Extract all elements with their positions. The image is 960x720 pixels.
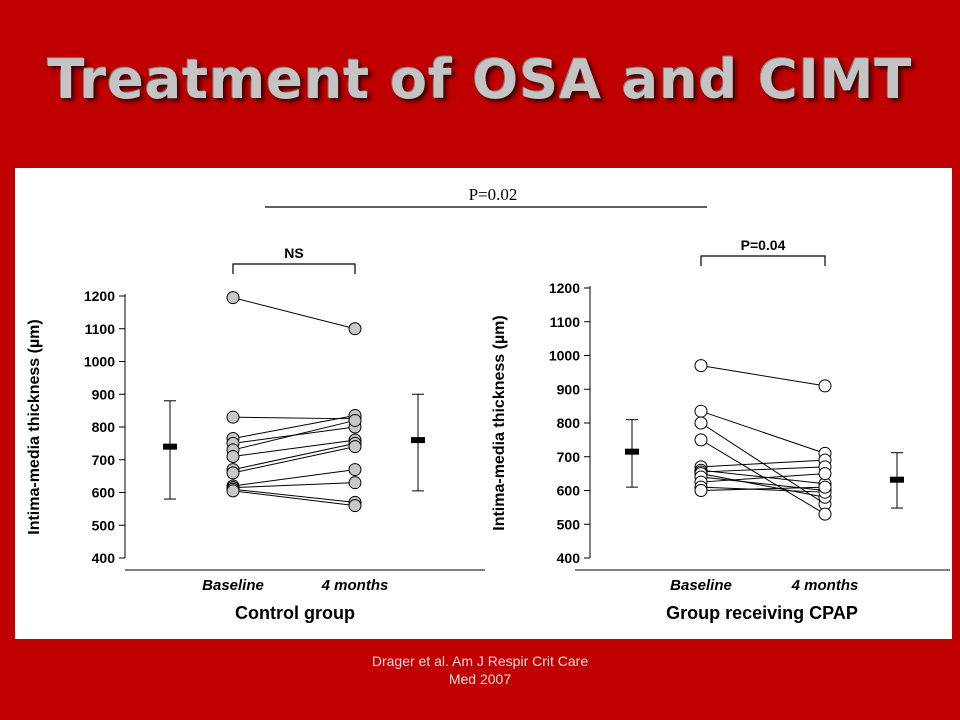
baseline-point	[226, 484, 240, 498]
y-tick-label: 1100	[550, 314, 581, 330]
y-tick-label: 700	[557, 449, 581, 465]
y-tick-label: 800	[92, 419, 116, 435]
subject-pair-line	[700, 476, 826, 491]
followup-point	[818, 480, 832, 494]
slide-title: Treatment of OSA and CIMT	[47, 48, 913, 111]
y-tick-label: 1000	[549, 348, 580, 364]
y-tick-label: 600	[92, 485, 116, 501]
subject-pair-line	[232, 446, 356, 474]
subject-pair-line	[232, 416, 356, 420]
significance-bracket	[700, 255, 826, 266]
baseline-point	[226, 466, 240, 480]
y-tick-label: 800	[557, 415, 581, 431]
comparison-label: P=0.02	[469, 185, 518, 204]
followup-point	[818, 379, 832, 393]
y-tick-label: 1000	[84, 354, 115, 370]
followup-point	[348, 440, 362, 454]
y-tick-label: 1200	[549, 280, 580, 296]
subject-pair-line	[700, 410, 826, 454]
y-tick-label: 500	[557, 516, 581, 532]
y-tick-label: 700	[92, 452, 116, 468]
category-label-followup: 4 months	[321, 577, 389, 594]
y-tick-label: 500	[92, 517, 116, 533]
followup-point	[818, 467, 832, 481]
y-tick-label: 400	[557, 550, 581, 566]
y-tick-label: 900	[557, 381, 581, 397]
subject-pair-line	[700, 466, 826, 473]
baseline-point	[694, 433, 708, 447]
control-group-panel: 400 500 600 700 800 900 1000 1100 1200 Intima-med…	[26, 245, 485, 623]
baseline-point	[694, 359, 708, 373]
subject-pair-line	[700, 459, 826, 468]
subject-pair-line	[232, 490, 356, 507]
subject-pair-line	[232, 439, 356, 457]
category-label-baseline: Baseline	[670, 577, 732, 594]
followup-summary-bar	[411, 393, 425, 492]
subject-pair-line	[700, 486, 826, 491]
subject-pair-line	[232, 469, 356, 487]
subject-pair-line	[700, 473, 826, 498]
y-tick-label: 1200	[84, 288, 115, 304]
y-axis-label: Intima-media thickness (µm)	[491, 315, 508, 531]
followup-point	[818, 507, 832, 521]
baseline-summary-bar	[625, 419, 639, 488]
y-tick-label: 400	[92, 550, 116, 566]
significance-bracket	[232, 263, 356, 274]
baseline-point	[694, 404, 708, 418]
followup-point	[348, 463, 362, 477]
followup-point	[348, 499, 362, 513]
panel-title: Control group	[235, 603, 355, 623]
subject-pair-line	[700, 486, 826, 493]
baseline-point	[226, 410, 240, 424]
subject-pair-line	[232, 415, 356, 439]
followup-summary-bar	[890, 452, 904, 509]
subject-pair-line	[232, 419, 356, 451]
category-label-followup: 4 months	[791, 577, 859, 594]
paired-comparison-figure: P=0.02 400 500 600 700 800 900 1000 1100 1200 Int…	[26, 185, 950, 623]
y-tick-label: 600	[557, 483, 581, 499]
mean-marker	[411, 437, 425, 444]
category-label-baseline: Baseline	[202, 577, 264, 594]
baseline-summary-bar	[163, 400, 177, 500]
subject-pair-line	[232, 482, 356, 489]
y-tick-label: 1100	[85, 321, 116, 337]
citation-line-1: Drager et al. Am J Respir Crit Care	[371, 653, 589, 669]
significance-label: NS	[284, 245, 303, 261]
subject-pair-line	[700, 473, 826, 483]
mean-marker	[890, 476, 904, 483]
followup-point	[348, 476, 362, 490]
baseline-point	[694, 484, 708, 497]
subject-pair-line	[232, 442, 356, 471]
mean-marker	[625, 448, 639, 455]
baseline-point	[226, 449, 240, 463]
significance-label: P=0.04	[741, 237, 786, 253]
followup-point	[348, 322, 362, 336]
followup-point	[348, 413, 362, 427]
figure-panel: P=0.02 400 500 600 700 800 900 1000 1100 1200 Int…	[15, 168, 952, 639]
citation: Drager et al. Am J Respir Crit Care Med …	[0, 652, 960, 688]
y-axis-label: Intima-media thickness (µm)	[26, 319, 43, 535]
subject-pair-line	[232, 488, 356, 503]
baseline-point	[226, 291, 240, 305]
subject-pair-line	[700, 469, 826, 485]
mean-marker	[163, 443, 177, 450]
subject-pair-line	[232, 297, 356, 330]
citation-line-2: Med 2007	[448, 671, 512, 687]
baseline-point	[694, 416, 708, 430]
panel-title: Group receiving CPAP	[666, 603, 858, 623]
cpap-group-panel: 400 500 600 700 800 900 1000 1100 1200 Intima-med…	[491, 237, 950, 623]
y-tick-label: 900	[92, 386, 116, 402]
subject-pair-line	[700, 365, 826, 387]
